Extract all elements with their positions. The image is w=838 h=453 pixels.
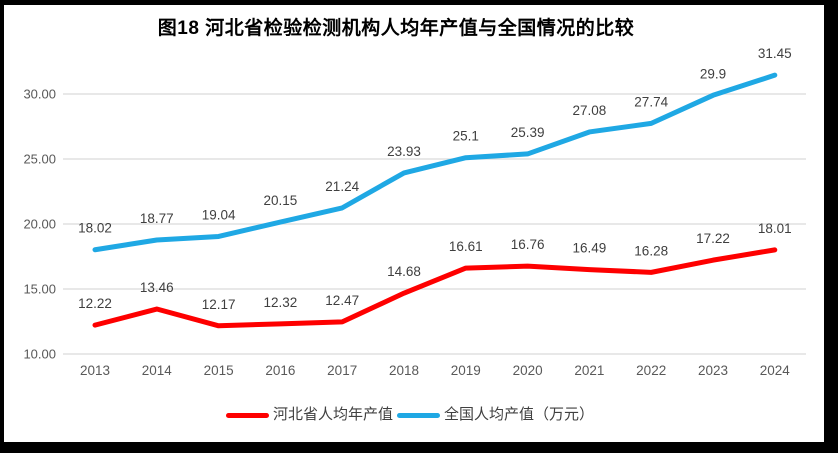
frame-border-bottom [0,442,838,453]
x-axis-tick-label: 2021 [574,363,604,378]
y-axis-tick-label: 10.00 [23,347,56,362]
legend-item-national: 全国人均产值（万元） [397,403,594,427]
legend-label-national: 全国人均产值（万元） [444,406,595,423]
legend-line-swatch-hebei [225,412,269,418]
data-label: 18.02 [78,221,112,236]
x-axis-tick-label: 2013 [80,363,110,378]
data-label: 12.22 [78,296,112,311]
data-label: 12.32 [264,295,298,310]
hebei-series-line [92,247,778,329]
data-label: 27.74 [634,94,668,109]
data-label: 12.17 [202,297,236,312]
national-series-line [92,72,778,253]
data-label: 23.93 [387,144,421,159]
frame-border-left [0,0,4,453]
data-label: 16.49 [573,241,607,256]
data-label: 13.46 [140,280,174,295]
data-label: 25.1 [453,129,479,144]
x-axis-tick-label: 2017 [327,363,357,378]
data-label: 25.39 [511,125,545,140]
data-label: 31.45 [758,46,792,61]
data-label: 21.24 [325,179,359,194]
y-axis-tick-label: 30.00 [23,87,56,102]
x-axis-tick-label: 2024 [760,363,791,378]
x-axis-tick-label: 2019 [451,363,481,378]
x-axis-tick-label: 2016 [265,363,295,378]
data-label: 27.08 [573,103,607,118]
x-axis-tick-label: 2014 [142,363,173,378]
x-axis-tick-label: 2018 [389,363,419,378]
chart-title: 图18 河北省检验检测机构人均年产值与全国情况的比较 [157,18,635,39]
data-label: 20.15 [264,193,298,208]
frame-border-top [0,0,838,5]
data-label: 14.68 [387,264,421,279]
chart-legend: 河北省人均年产值 全国人均产值（万元） [0,403,820,427]
data-label: 18.01 [758,221,792,236]
data-label: 19.04 [202,207,236,222]
data-label: 29.9 [700,66,726,81]
y-axis-tick-label: 15.00 [23,282,56,297]
legend-item-hebei: 河北省人均年产值 [225,403,393,427]
x-axis-tick-label: 2020 [513,363,543,378]
x-axis-tick-label: 2023 [698,363,728,378]
frame-border-right [824,0,838,453]
x-axis-tick-label: 2015 [204,363,234,378]
data-label: 17.22 [696,231,730,246]
data-label: 12.47 [325,293,359,308]
y-axis-tick-label: 25.00 [23,152,56,167]
data-label: 18.77 [140,211,174,226]
data-label: 16.61 [449,239,483,254]
x-axis-tick-label: 2022 [636,363,666,378]
data-label: 16.76 [511,237,545,252]
data-label: 16.28 [634,243,668,258]
legend-label-hebei: 河北省人均年产值 [272,406,393,423]
y-axis-tick-label: 20.00 [23,217,56,232]
legend-line-swatch-national [397,412,440,418]
